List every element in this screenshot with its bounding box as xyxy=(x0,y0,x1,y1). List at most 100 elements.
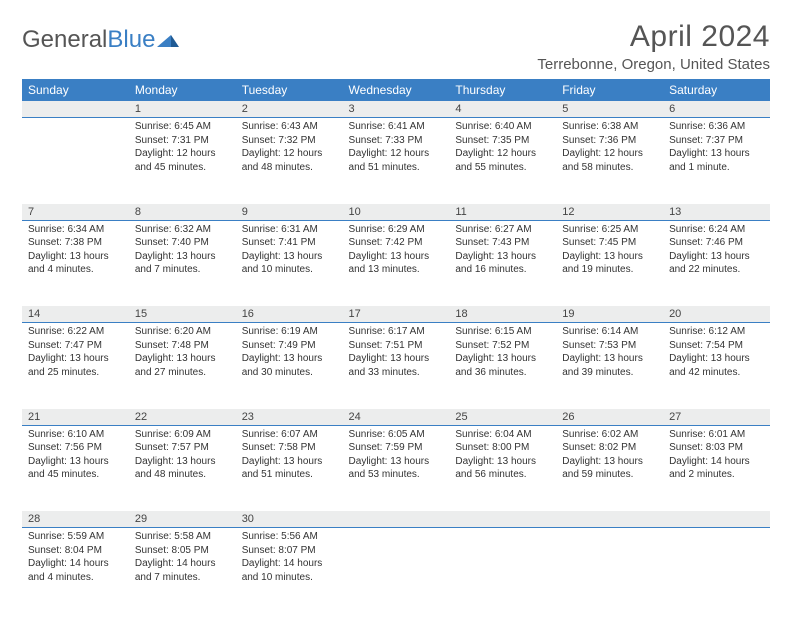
day-body: Sunrise: 6:32 AMSunset: 7:40 PMDaylight:… xyxy=(129,221,236,281)
daylight-text: Daylight: 14 hours and 2 minutes. xyxy=(669,455,764,482)
sunrise-text: Sunrise: 6:40 AM xyxy=(455,120,550,134)
daylight-text: Daylight: 13 hours and 48 minutes. xyxy=(135,455,230,482)
daylight-text: Daylight: 12 hours and 48 minutes. xyxy=(242,147,337,174)
daynum-cell: 13 xyxy=(663,204,770,221)
day-body: Sunrise: 6:07 AMSunset: 7:58 PMDaylight:… xyxy=(236,426,343,486)
day-number: 20 xyxy=(663,306,770,322)
day-cell xyxy=(343,528,450,614)
day-body: Sunrise: 6:20 AMSunset: 7:48 PMDaylight:… xyxy=(129,323,236,383)
daylight-text: Daylight: 14 hours and 10 minutes. xyxy=(242,557,337,584)
daynum-cell: 14 xyxy=(22,306,129,323)
daynum-cell: 8 xyxy=(129,204,236,221)
sunset-text: Sunset: 7:49 PM xyxy=(242,339,337,353)
header: GeneralBlue April 2024 Terrebonne, Orego… xyxy=(22,20,770,73)
daynum-row: 78910111213 xyxy=(22,204,770,221)
daylight-text: Daylight: 13 hours and 25 minutes. xyxy=(28,352,123,379)
day-body: Sunrise: 6:15 AMSunset: 7:52 PMDaylight:… xyxy=(449,323,556,383)
day-cell: Sunrise: 6:07 AMSunset: 7:58 PMDaylight:… xyxy=(236,425,343,511)
day-body: Sunrise: 6:01 AMSunset: 8:03 PMDaylight:… xyxy=(663,426,770,486)
sunset-text: Sunset: 8:04 PM xyxy=(28,544,123,558)
daylight-text: Daylight: 13 hours and 39 minutes. xyxy=(562,352,657,379)
day-number: 7 xyxy=(22,204,129,220)
logo-text-2: Blue xyxy=(107,26,155,54)
day-body: Sunrise: 6:34 AMSunset: 7:38 PMDaylight:… xyxy=(22,221,129,281)
daynum-cell: 25 xyxy=(449,409,556,426)
sunset-text: Sunset: 8:02 PM xyxy=(562,441,657,455)
day-number: 19 xyxy=(556,306,663,322)
day-cell: Sunrise: 6:38 AMSunset: 7:36 PMDaylight:… xyxy=(556,118,663,204)
daylight-text: Daylight: 13 hours and 13 minutes. xyxy=(349,250,444,277)
daynum-cell: 11 xyxy=(449,204,556,221)
daynum-cell: 30 xyxy=(236,511,343,528)
sunset-text: Sunset: 8:00 PM xyxy=(455,441,550,455)
daynum-cell: 28 xyxy=(22,511,129,528)
day-body: Sunrise: 6:05 AMSunset: 7:59 PMDaylight:… xyxy=(343,426,450,486)
daynum-cell xyxy=(556,511,663,528)
sunrise-text: Sunrise: 6:19 AM xyxy=(242,325,337,339)
day-cell: Sunrise: 6:36 AMSunset: 7:37 PMDaylight:… xyxy=(663,118,770,204)
day-cell: Sunrise: 6:14 AMSunset: 7:53 PMDaylight:… xyxy=(556,323,663,409)
day-body: Sunrise: 6:10 AMSunset: 7:56 PMDaylight:… xyxy=(22,426,129,486)
sunrise-text: Sunrise: 6:04 AM xyxy=(455,428,550,442)
week-row: Sunrise: 6:22 AMSunset: 7:47 PMDaylight:… xyxy=(22,323,770,409)
day-cell: Sunrise: 6:04 AMSunset: 8:00 PMDaylight:… xyxy=(449,425,556,511)
daynum-cell: 12 xyxy=(556,204,663,221)
weekday-header: Monday xyxy=(129,79,236,101)
daynum-cell: 4 xyxy=(449,101,556,118)
day-number: 6 xyxy=(663,101,770,117)
daylight-text: Daylight: 13 hours and 56 minutes. xyxy=(455,455,550,482)
day-body: Sunrise: 6:22 AMSunset: 7:47 PMDaylight:… xyxy=(22,323,129,383)
daynum-cell: 3 xyxy=(343,101,450,118)
day-body: Sunrise: 6:12 AMSunset: 7:54 PMDaylight:… xyxy=(663,323,770,383)
day-cell: Sunrise: 6:17 AMSunset: 7:51 PMDaylight:… xyxy=(343,323,450,409)
daynum-cell: 26 xyxy=(556,409,663,426)
sunrise-text: Sunrise: 6:01 AM xyxy=(669,428,764,442)
sunrise-text: Sunrise: 6:43 AM xyxy=(242,120,337,134)
day-number xyxy=(22,101,129,105)
calendar-page: GeneralBlue April 2024 Terrebonne, Orego… xyxy=(0,0,792,634)
calendar-table: Sunday Monday Tuesday Wednesday Thursday… xyxy=(22,79,770,614)
daynum-cell: 20 xyxy=(663,306,770,323)
sunrise-text: Sunrise: 6:20 AM xyxy=(135,325,230,339)
day-cell: Sunrise: 5:56 AMSunset: 8:07 PMDaylight:… xyxy=(236,528,343,614)
day-number: 27 xyxy=(663,409,770,425)
sunrise-text: Sunrise: 6:15 AM xyxy=(455,325,550,339)
weekday-header: Saturday xyxy=(663,79,770,101)
sunset-text: Sunset: 7:36 PM xyxy=(562,134,657,148)
sunset-text: Sunset: 7:59 PM xyxy=(349,441,444,455)
day-body: Sunrise: 6:40 AMSunset: 7:35 PMDaylight:… xyxy=(449,118,556,178)
daynum-cell: 10 xyxy=(343,204,450,221)
daylight-text: Daylight: 13 hours and 45 minutes. xyxy=(28,455,123,482)
day-body: Sunrise: 5:56 AMSunset: 8:07 PMDaylight:… xyxy=(236,528,343,588)
month-title: April 2024 xyxy=(537,20,770,54)
daynum-row: 123456 xyxy=(22,101,770,118)
day-body: Sunrise: 6:29 AMSunset: 7:42 PMDaylight:… xyxy=(343,221,450,281)
day-number: 17 xyxy=(343,306,450,322)
day-body: Sunrise: 6:02 AMSunset: 8:02 PMDaylight:… xyxy=(556,426,663,486)
day-number: 2 xyxy=(236,101,343,117)
day-cell: Sunrise: 6:24 AMSunset: 7:46 PMDaylight:… xyxy=(663,220,770,306)
day-number: 25 xyxy=(449,409,556,425)
day-number xyxy=(556,511,663,515)
sunset-text: Sunset: 8:03 PM xyxy=(669,441,764,455)
sunrise-text: Sunrise: 6:12 AM xyxy=(669,325,764,339)
sunset-text: Sunset: 7:51 PM xyxy=(349,339,444,353)
day-cell: Sunrise: 5:58 AMSunset: 8:05 PMDaylight:… xyxy=(129,528,236,614)
sunset-text: Sunset: 7:32 PM xyxy=(242,134,337,148)
sunset-text: Sunset: 7:52 PM xyxy=(455,339,550,353)
daylight-text: Daylight: 12 hours and 45 minutes. xyxy=(135,147,230,174)
daynum-cell: 1 xyxy=(129,101,236,118)
daynum-cell: 6 xyxy=(663,101,770,118)
day-number: 28 xyxy=(22,511,129,527)
sunrise-text: Sunrise: 6:09 AM xyxy=(135,428,230,442)
daylight-text: Daylight: 14 hours and 4 minutes. xyxy=(28,557,123,584)
day-number: 11 xyxy=(449,204,556,220)
daynum-cell: 27 xyxy=(663,409,770,426)
sunrise-text: Sunrise: 6:07 AM xyxy=(242,428,337,442)
day-cell: Sunrise: 6:32 AMSunset: 7:40 PMDaylight:… xyxy=(129,220,236,306)
sunrise-text: Sunrise: 6:25 AM xyxy=(562,223,657,237)
sunrise-text: Sunrise: 5:59 AM xyxy=(28,530,123,544)
day-number: 23 xyxy=(236,409,343,425)
calendar-header-row: Sunday Monday Tuesday Wednesday Thursday… xyxy=(22,79,770,101)
daylight-text: Daylight: 13 hours and 30 minutes. xyxy=(242,352,337,379)
